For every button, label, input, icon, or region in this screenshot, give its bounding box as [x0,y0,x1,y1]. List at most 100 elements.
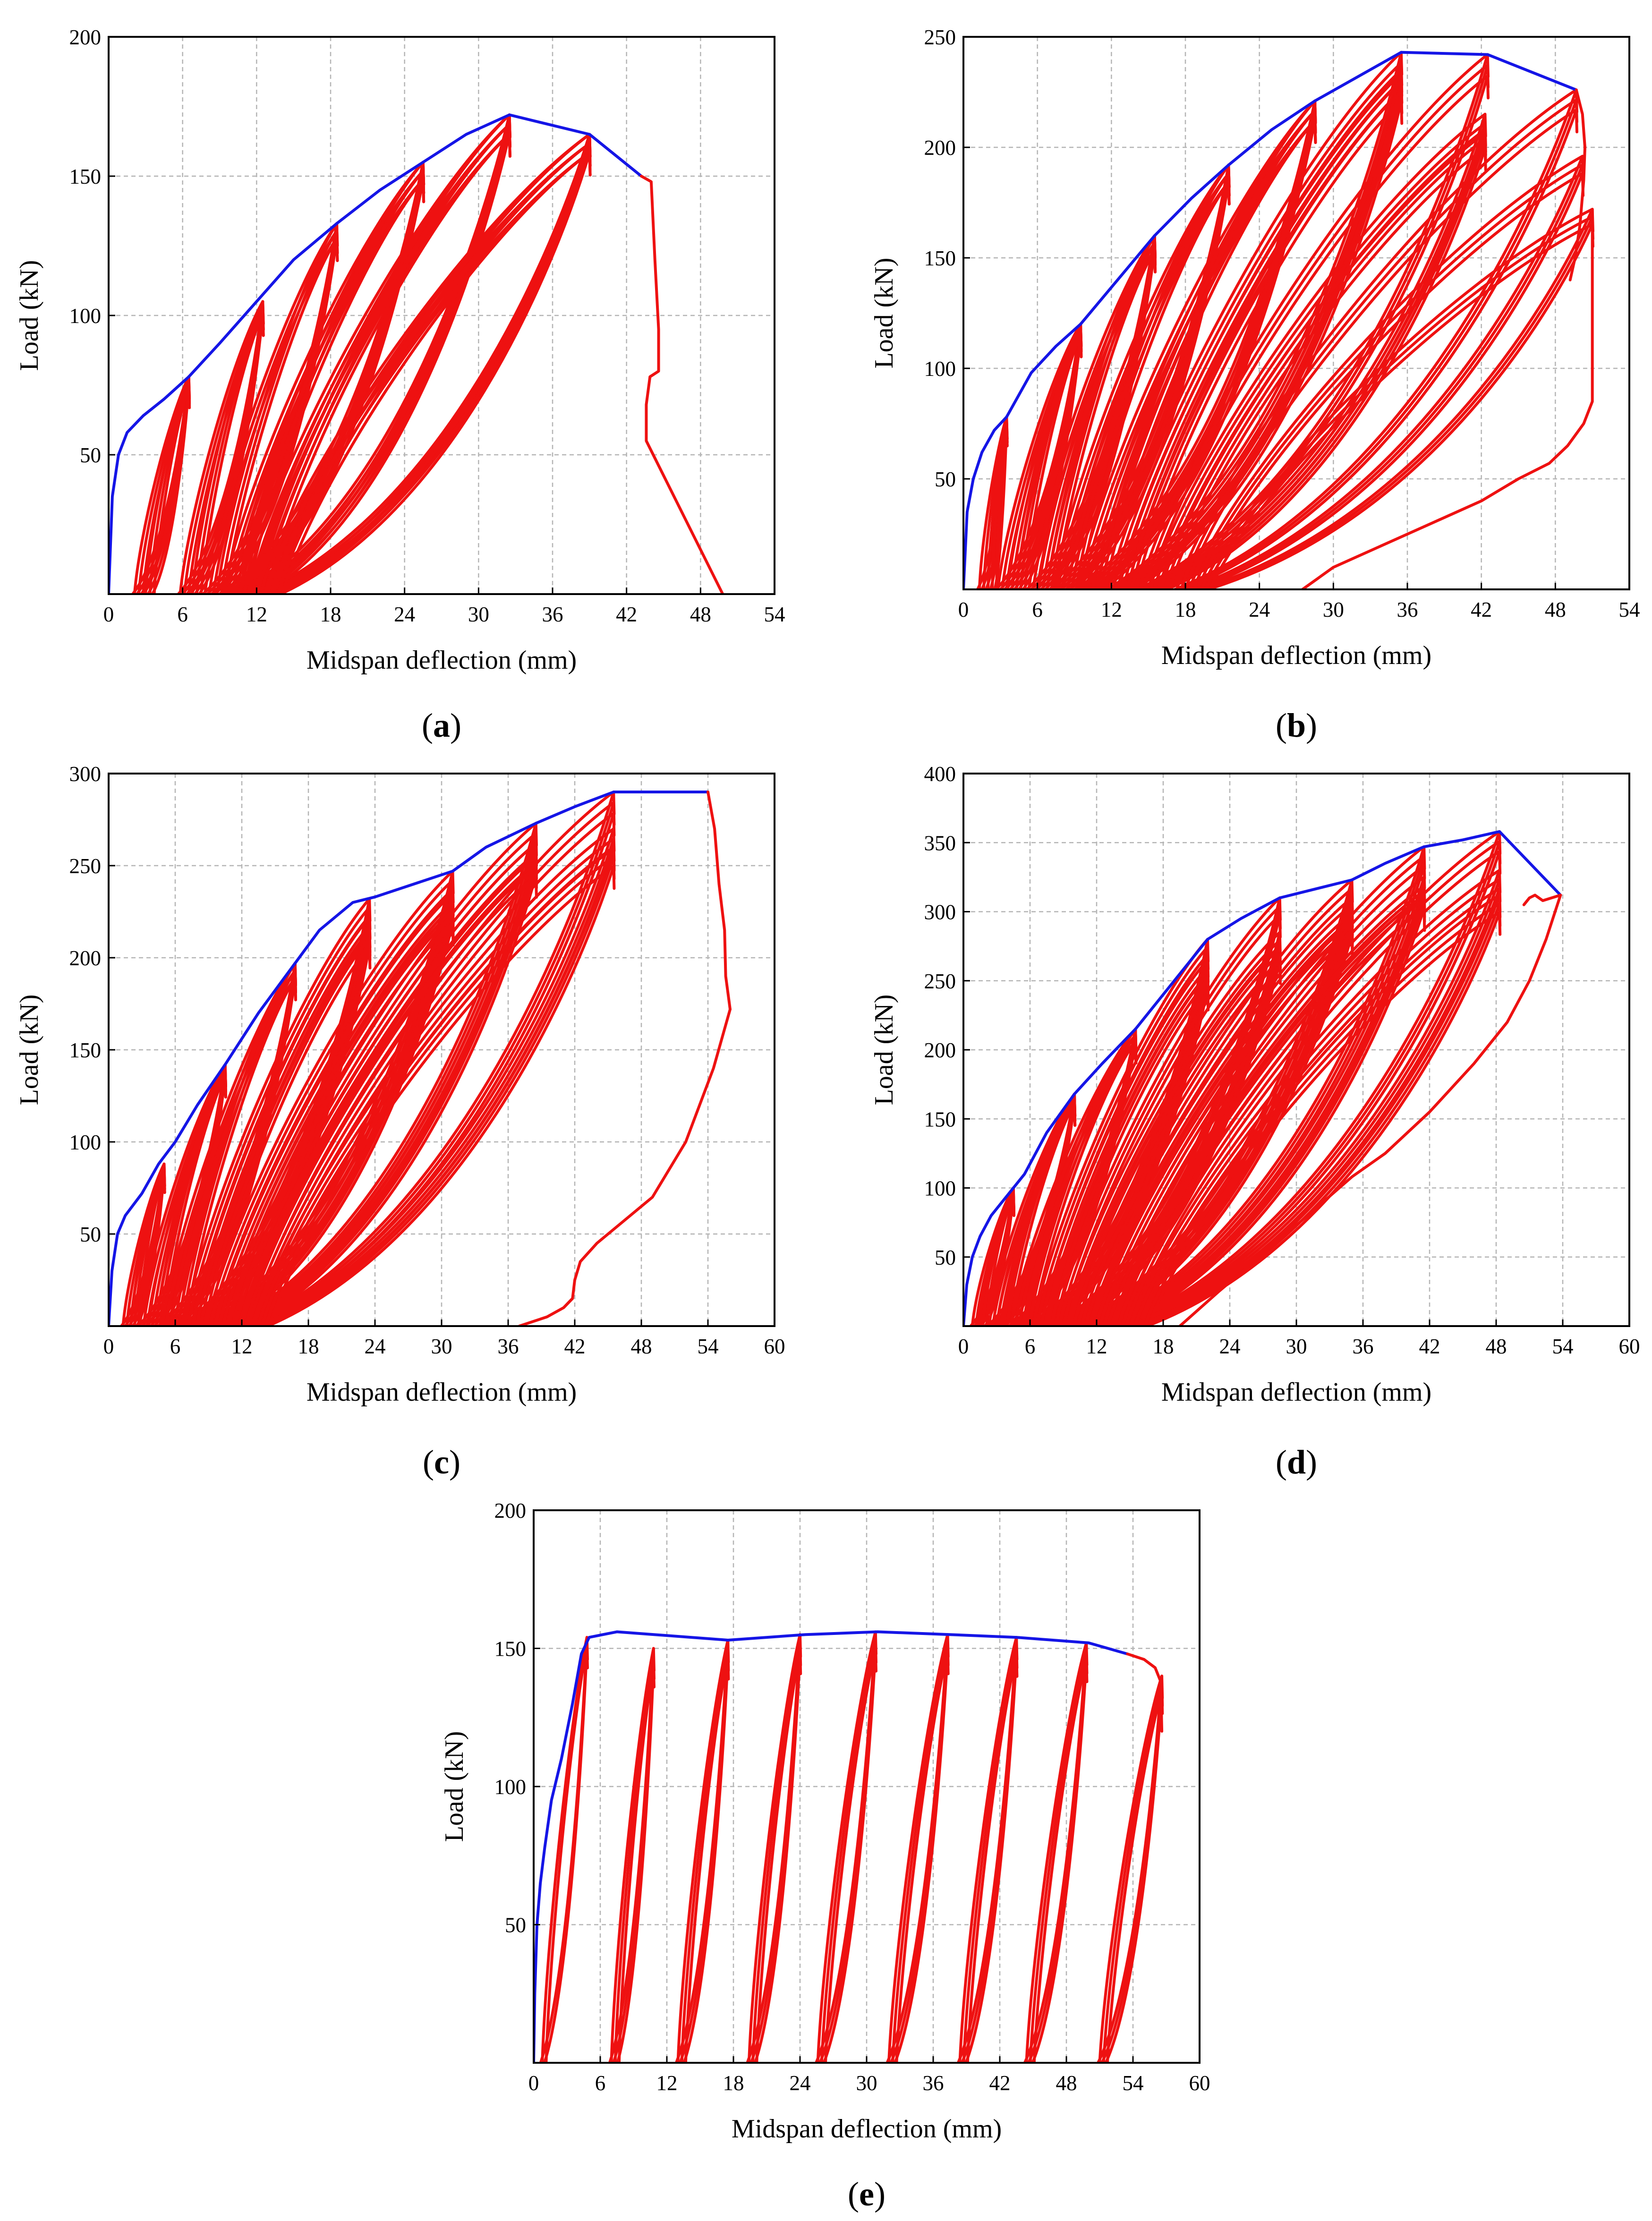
peak-drop [588,151,592,177]
peak-drop [1399,100,1404,125]
series-unload [1301,208,1594,589]
hysteresis-cycle [956,1636,1019,2063]
x-tick-label: 18 [298,1335,319,1358]
hysteresis-loop [612,1655,655,2063]
plot-area [963,830,1562,1326]
x-tick-label: 48 [631,1335,652,1358]
y-tick-label: 200 [924,1038,956,1062]
peak-drop [1350,933,1354,959]
panel-label-close: ) [449,1443,460,1481]
panel-label-open: ( [848,2175,859,2213]
peak-drop [1483,146,1487,172]
hysteresis-loop [543,1644,588,2063]
panel-label: (e) [848,2175,886,2213]
y-tick-label: 150 [924,247,956,270]
hysteresis-cycle [1128,868,1502,1326]
y-axis-label: Load (kN) [15,995,44,1106]
x-tick-label: 60 [764,1335,785,1358]
series-envelope [534,1630,1129,2063]
x-tick-label: 6 [177,603,188,626]
y-tick-label: 100 [924,357,956,381]
x-tick-label: 6 [1025,1335,1036,1358]
panel-label-letter: a [433,706,450,744]
x-tick-label: 54 [764,603,785,626]
x-tick-label: 0 [103,1335,114,1358]
x-tick-label: 12 [231,1335,253,1358]
x-tick-label: 36 [923,2071,944,2095]
y-tick-label: 300 [69,762,102,786]
series-unload [518,1008,732,1326]
x-tick-label: 30 [431,1335,452,1358]
y-tick-label: 300 [924,901,956,924]
panel-label-open: ( [1276,706,1287,744]
panel-label: (c) [423,1443,460,1481]
y-tick-label: 150 [924,1107,956,1131]
x-tick-label: 18 [723,2071,744,2095]
panel-label-open: ( [422,706,433,744]
panel-label-letter: c [434,1443,449,1481]
y-tick-label: 150 [69,1038,102,1062]
x-tick-label: 6 [170,1335,181,1358]
series-softening [1522,894,1562,906]
hysteresis-cycle [1096,1675,1164,2063]
chart-panel-d: 0 6 12 18 24 30 36 42 48 54 60 50 100 150 200 250 300 350… [869,762,1640,1481]
y-tick-label: 50 [935,1246,956,1269]
x-tick-label: 48 [690,603,711,626]
hysteresis-cycle [886,1633,950,2063]
x-tick-label: 30 [1286,1335,1307,1358]
panel-label-close: ) [1306,706,1317,744]
chart-panel-c: 0 6 12 18 24 30 36 42 48 54 60 50 100 150 200 250 300 Mid… [15,762,785,1481]
x-tick-label: 0 [958,1335,969,1358]
panel-label: (d) [1276,1443,1317,1481]
x-tick-label: 12 [1101,598,1122,621]
y-tick-label: 250 [924,26,956,49]
peak-drop [612,865,616,890]
y-tick-label: 50 [505,1914,526,1937]
x-tick-label: 0 [103,603,114,626]
peak-drop [585,1644,589,1669]
x-tick-label: 0 [958,598,969,621]
x-tick-label: 6 [595,2071,606,2095]
y-axis-label: Load (kN) [15,260,44,371]
peak-drop [421,178,426,204]
plot-area [963,51,1594,589]
plot-frame [962,36,1630,590]
series-softening [707,791,732,1011]
hysteresis-loop [1104,1690,1164,2063]
hysteresis-cycle [539,1636,589,2063]
y-tick-label: 50 [80,1223,101,1246]
hysteresis-cycle [674,1638,730,2063]
x-tick-label: 48 [1486,1335,1507,1358]
y-tick-label: 150 [69,165,102,188]
panel-label-close: ) [874,2175,886,2213]
panel-label-open: ( [423,1443,434,1481]
hysteresis-cycle [815,1630,877,2063]
x-tick-label: 30 [468,603,489,626]
y-tick-label: 200 [494,1499,527,1523]
hysteresis-cycle [1157,128,1487,589]
y-tick-label: 200 [69,26,102,49]
y-tick-label: 100 [69,1131,102,1154]
series-envelope [963,830,1562,1326]
x-tick-label: 18 [1153,1335,1174,1358]
y-tick-label: 250 [69,854,102,878]
hysteresis-loop [1031,1658,1088,2063]
panel-label-letter: e [859,2175,874,2213]
x-tick-label: 54 [1123,2071,1144,2095]
y-tick-label: 50 [80,443,101,467]
peak-drop [1015,1653,1019,1678]
x-tick-label: 36 [498,1335,519,1358]
peak-drop [368,945,372,970]
y-tick-label: 100 [494,1775,527,1799]
y-axis-label: Load (kN) [869,258,899,369]
panel-label-letter: b [1287,706,1306,744]
hysteresis-loop [679,1647,730,2063]
peak-drop [1227,180,1231,206]
plot-area [534,1630,1164,2063]
peak-drop [1073,1102,1077,1127]
hysteresis-loop [539,1636,588,2063]
x-tick-label: 24 [365,1335,386,1358]
y-tick-label: 100 [69,304,102,328]
hysteresis-loop [616,1663,655,2063]
